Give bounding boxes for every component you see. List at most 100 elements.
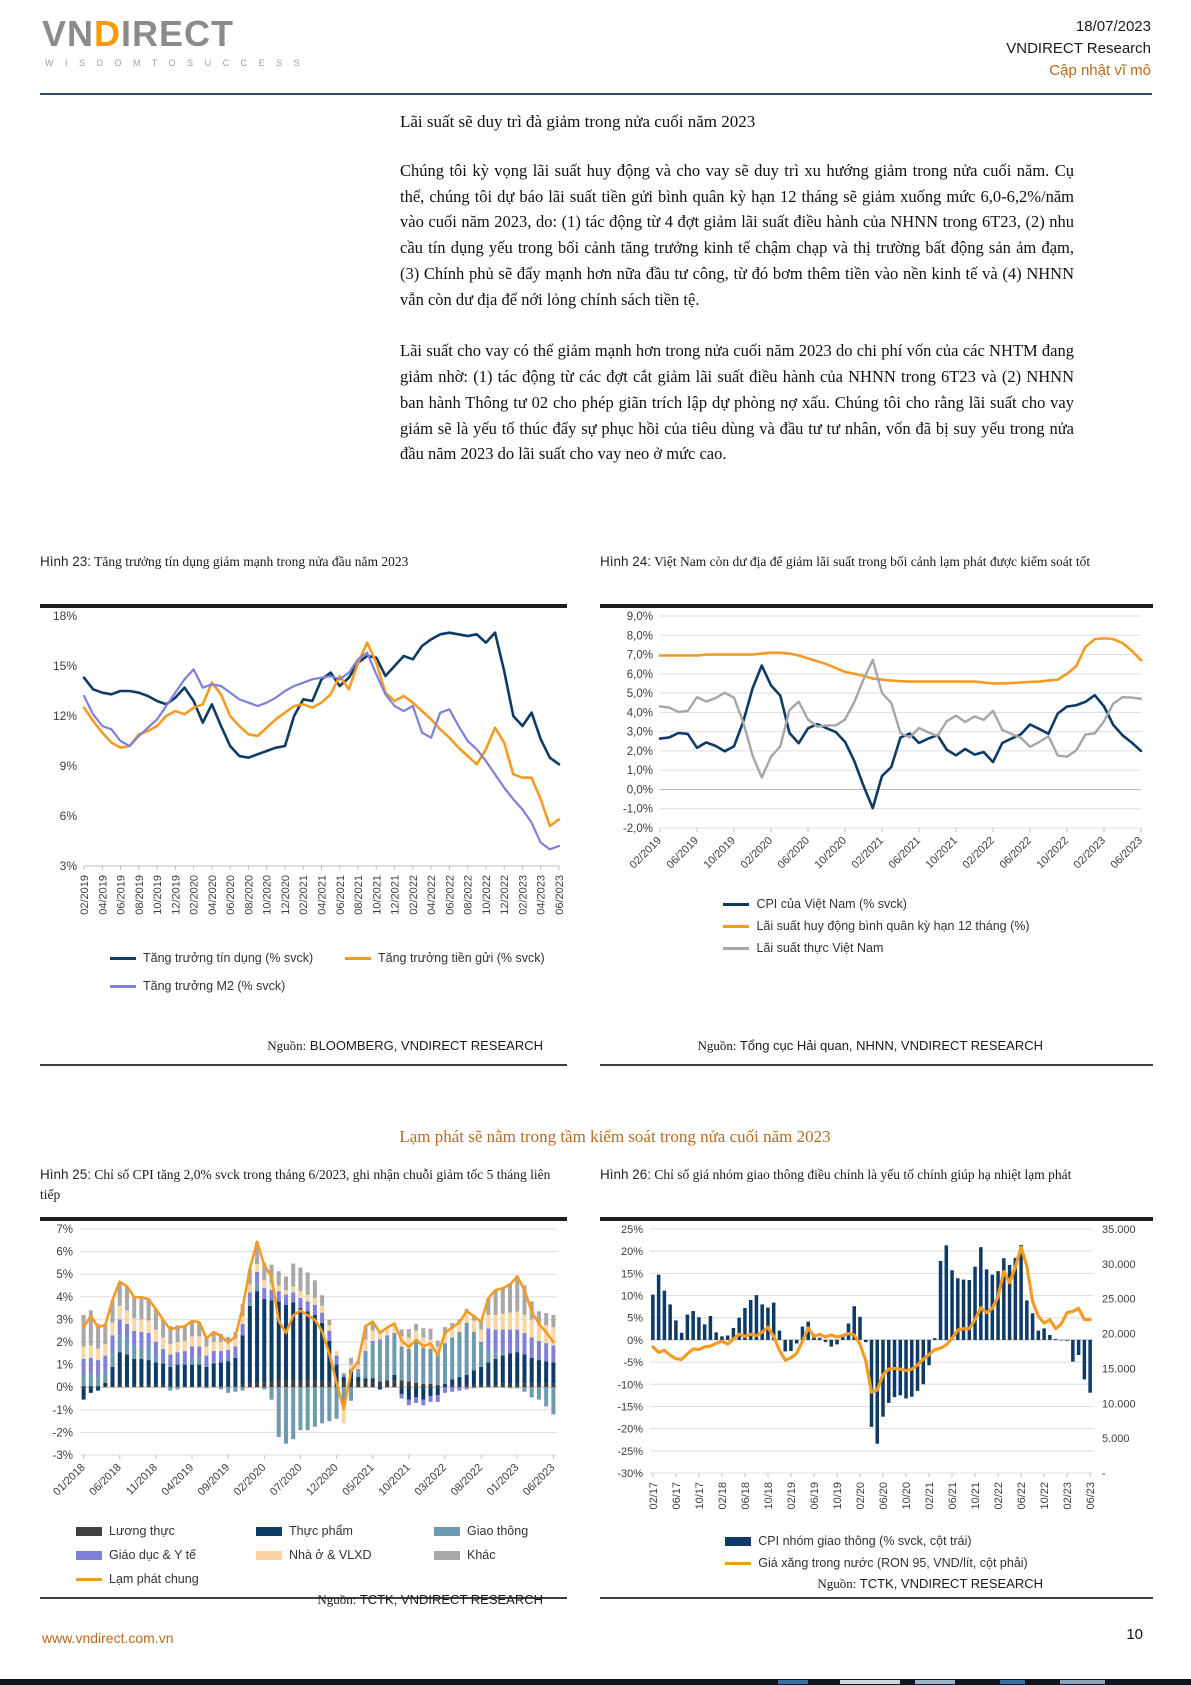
svg-text:06/2023: 06/2023 [521, 1462, 558, 1499]
section-heading: Lạm phát sẽ nằm trong tầm kiểm soát tron… [399, 1127, 831, 1146]
svg-text:12/2021: 12/2021 [390, 875, 402, 915]
legend-swatch-icon [723, 924, 750, 928]
svg-text:02/2020: 02/2020 [232, 1462, 269, 1499]
svg-text:10/20: 10/20 [901, 1482, 913, 1510]
svg-text:07/2020: 07/2020 [268, 1462, 305, 1499]
figure-23-title: Tăng trưởng tín dụng giảm mạnh trong nửa… [91, 554, 409, 569]
legend-label: Khác [467, 1548, 496, 1562]
svg-text:-5%: -5% [623, 1357, 643, 1369]
legend-label: Lương thực [109, 1524, 175, 1538]
svg-text:10/2020: 10/2020 [262, 875, 274, 915]
svg-text:02/21: 02/21 [924, 1482, 936, 1510]
legend-swatch-icon [110, 956, 136, 960]
svg-text:05/2021: 05/2021 [340, 1462, 377, 1499]
legend-label: Tăng trưởng tiền gửi (% svck) [378, 951, 545, 965]
source-text: TCTK, VNDIRECT RESEARCH [856, 1576, 1043, 1591]
svg-text:06/2020: 06/2020 [225, 875, 237, 915]
body-heading: Lãi suất sẽ duy trì đà giảm trong nửa cu… [400, 112, 756, 131]
figure-23-caption: Hình 23: Tăng trưởng tín dụng giảm mạnh … [40, 552, 567, 604]
svg-text:06/2018: 06/2018 [87, 1462, 124, 1499]
svg-text:06/2022: 06/2022 [444, 875, 456, 915]
svg-text:11/2018: 11/2018 [124, 1462, 160, 1498]
source-label: Nguồn: [317, 1592, 357, 1607]
legend-item: Lãi suất huy động bình quân kỳ hạn 12 th… [723, 919, 1030, 933]
legend-label: Nhà ở & VLXD [289, 1548, 372, 1562]
chart-svg-1: -2,0% -1,0% 0,0% 1,0% 2,0% 3,0% 4,0% 5,0% 6,0% 7,… [623, 611, 1145, 872]
body-paragraph-1: Chúng tôi kỳ vọng lãi suất huy động và c… [400, 161, 1074, 309]
svg-text:3%: 3% [56, 1314, 73, 1326]
svg-text:4%: 4% [56, 1292, 73, 1304]
svg-text:01/2018: 01/2018 [51, 1462, 88, 1499]
svg-text:5,0%: 5,0% [627, 688, 653, 700]
figure-25-label: Hình 25: [40, 1167, 92, 1182]
svg-text:0%: 0% [627, 1335, 643, 1347]
legend-swatch-icon [76, 1577, 102, 1581]
svg-text:9,0%: 9,0% [627, 611, 653, 623]
legend-item: Nhà ở & VLXD [256, 1548, 434, 1562]
svg-text:-1,0%: -1,0% [623, 804, 653, 816]
svg-text:5%: 5% [56, 1269, 73, 1281]
legend-swatch-icon [76, 1550, 102, 1560]
svg-text:06/19: 06/19 [809, 1482, 821, 1510]
svg-text:06/2021: 06/2021 [335, 875, 347, 915]
svg-text:-20%: -20% [617, 1424, 643, 1436]
svg-text:02/2021: 02/2021 [298, 875, 310, 915]
legend-label: Tăng trưởng tín dụng (% svck) [143, 951, 314, 965]
figures-row-bottom: Hình 25: Chỉ số CPI tăng 2,0% svck trong… [40, 1165, 1153, 1607]
footer-website-link[interactable]: www.vndirect.com.vn [42, 1630, 174, 1646]
svg-text:02/2022: 02/2022 [961, 835, 998, 872]
legend-label: Tăng trưởng M2 (% svck) [143, 979, 286, 993]
legend-swatch-icon [434, 1550, 460, 1560]
source-text: Tổng cục Hải quan, NHNN, VNDIRECT RESEAR… [736, 1038, 1043, 1053]
svg-text:4,0%: 4,0% [627, 707, 653, 719]
svg-text:9%: 9% [60, 759, 78, 773]
svg-text:02/18: 02/18 [717, 1482, 729, 1510]
figure-24-legend: CPI của Việt Nam (% svck) Lãi suất huy độ… [723, 897, 1030, 955]
svg-text:06/21: 06/21 [947, 1482, 959, 1510]
svg-text:10/2022: 10/2022 [1035, 835, 1072, 872]
svg-text:06/17: 06/17 [671, 1482, 683, 1510]
svg-text:10%: 10% [621, 1291, 643, 1303]
legend-item: Giao thông [434, 1524, 567, 1538]
svg-text:12/2019: 12/2019 [170, 875, 182, 915]
vndirect-logo: VNDIRECT W I S D O M T O S U C C E S S [42, 13, 304, 69]
legend-item: Tăng trưởng tiền gửi (% svck) [345, 951, 567, 965]
logo-d-icon: D [94, 13, 122, 54]
figure-25-chart: -3% -2% -1% 0% 1% 2% 3% 4% 5% 6% 7% 01/2018 06/2018 1… [40, 1217, 567, 1518]
figure-24-caption: Hình 24: Việt Nam còn dư địa để giảm lãi… [600, 552, 1153, 604]
svg-text:3%: 3% [60, 859, 78, 873]
bottom-edge-segment [1060, 1680, 1105, 1684]
legend-item: Thực phẩm [256, 1524, 434, 1538]
svg-text:7%: 7% [56, 1224, 73, 1236]
report-date: 18/07/2023 [1075, 18, 1151, 35]
svg-text:09/2019: 09/2019 [196, 1462, 233, 1499]
legend-swatch-icon [723, 946, 750, 950]
svg-text:02/2019: 02/2019 [79, 875, 91, 915]
figure-23-source: Nguồn: BLOOMBERG, VNDIRECT RESEARCH [40, 1032, 567, 1064]
svg-text:-2,0%: -2,0% [623, 823, 653, 835]
legend-item: Giáo dục & Y tế [76, 1548, 256, 1562]
legend-item: Lương thực [76, 1524, 256, 1538]
svg-text:08/2019: 08/2019 [134, 875, 146, 915]
svg-text:-15%: -15% [617, 1401, 643, 1413]
svg-text:35.000: 35.000 [1102, 1224, 1136, 1236]
logo-vn: VN [42, 13, 95, 54]
svg-text:1%: 1% [56, 1360, 73, 1372]
report-doc-type: Cập nhật vĩ mô [1049, 61, 1151, 79]
svg-text:06/22: 06/22 [1016, 1482, 1028, 1510]
svg-text:08/2022: 08/2022 [463, 875, 475, 915]
figure-25-caption: Hình 25: Chỉ số CPI tăng 2,0% svck trong… [40, 1165, 567, 1217]
svg-text:10/2021: 10/2021 [924, 835, 961, 872]
svg-text:10/19: 10/19 [832, 1482, 844, 1510]
legend-label: Giá xăng trong nước (RON 95, VND/lít, cộ… [758, 1556, 1028, 1570]
legend-swatch-icon [434, 1526, 460, 1536]
svg-text:30.000: 30.000 [1102, 1259, 1136, 1271]
svg-text:02/2020: 02/2020 [739, 835, 776, 872]
svg-text:10/21: 10/21 [970, 1482, 982, 1510]
figure-23-chart: 3% 6% 9% 12% 15% 18% 02/2019 04/2019 06/2019 08/2… [40, 604, 567, 943]
svg-text:10/2019: 10/2019 [152, 875, 164, 915]
svg-text:-2%: -2% [53, 1427, 73, 1439]
svg-text:02/2020: 02/2020 [189, 875, 201, 915]
figure-23: Hình 23: Tăng trưởng tín dụng giảm mạnh … [40, 552, 567, 1066]
